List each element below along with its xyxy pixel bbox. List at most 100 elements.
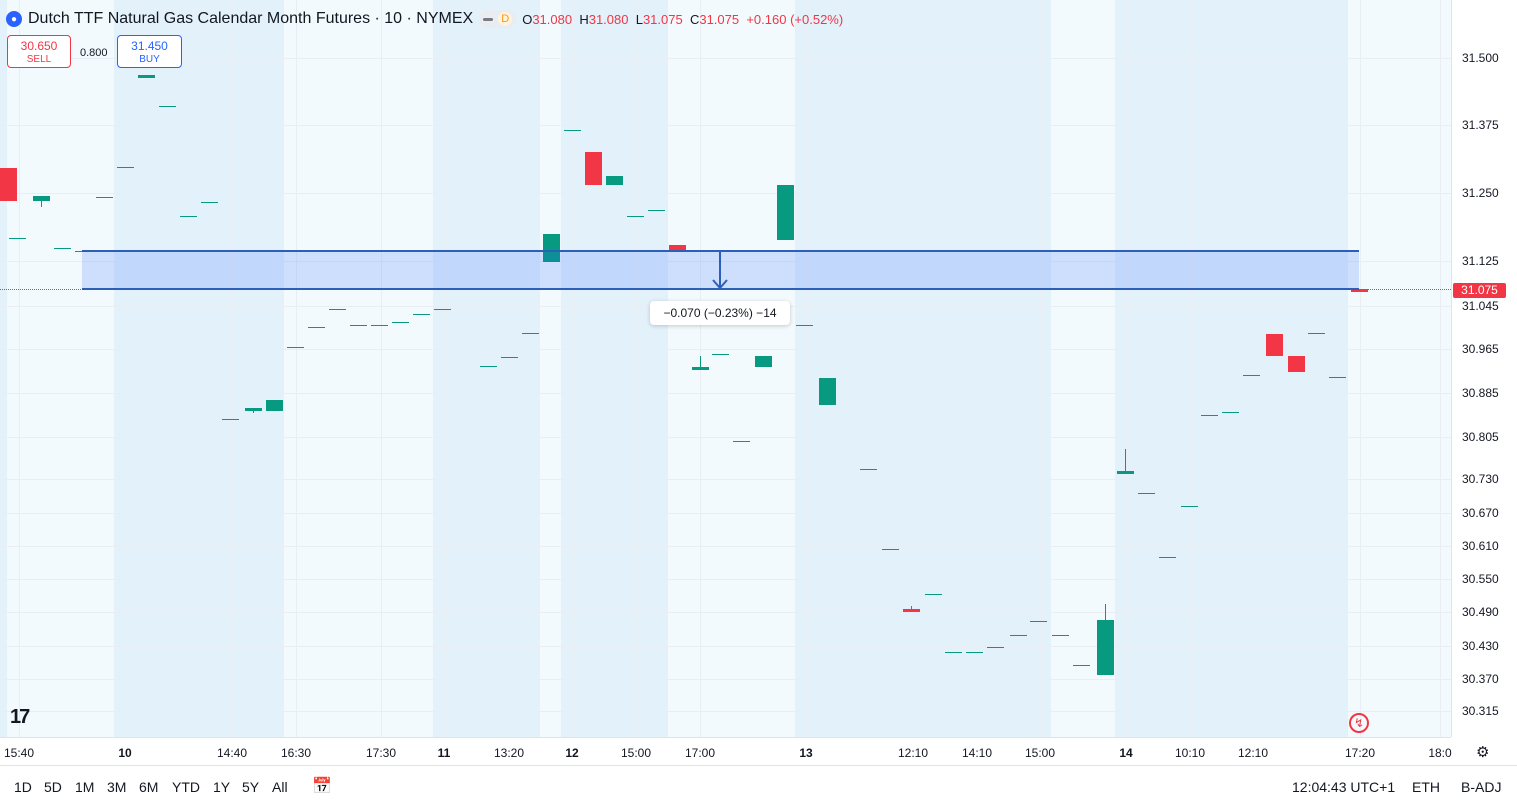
grid-line [572,0,573,737]
grid-line [0,546,1451,547]
price-scale[interactable]: 31.500 31.375 31.250 31.125 31.045 30.965 30.8… [1451,0,1517,737]
chart-pane[interactable]: −0.070 (−0.23%) −14 ● Dutch TTF Natural … [0,0,1451,737]
range-button-1y[interactable]: 1Y [213,779,231,795]
buy-label: BUY [139,54,160,65]
sell-button[interactable]: 30.650 SELL [7,35,71,68]
flat-bar [1201,415,1218,416]
symbol-title[interactable]: Dutch TTF Natural Gas Calendar Month Fut… [28,10,474,27]
price-tick: 30.885 [1462,386,1499,400]
time-tick: 17:20 [1344,746,1376,760]
adjustment-toggle[interactable]: B-ADJ [1461,779,1502,795]
legend-header: ● Dutch TTF Natural Gas Calendar Month F… [6,8,843,30]
calendar-goto-icon[interactable]: 📅 [312,778,332,795]
flat-bar [987,647,1004,648]
flat-bar [945,652,962,653]
grid-line [0,646,1451,647]
candle-body [1117,471,1134,475]
flat-bar [434,309,451,310]
price-tick: 30.370 [1462,672,1499,686]
grid-line [125,0,126,737]
time-scale[interactable]: 15:40 10 14:40 16:30 17:30 11 13:20 12 15:00 17:0… [0,737,1452,766]
grid-line [0,711,1451,712]
flat-bar [712,354,729,355]
candle-wick [1125,449,1126,472]
lightning-icon[interactable]: ↯ [1349,713,1369,733]
grid-line [1190,0,1191,737]
price-tick: 30.315 [1462,704,1499,718]
range-button-3m[interactable]: 3M [107,779,127,795]
flat-bar [350,325,367,326]
buy-button[interactable]: 31.450 BUY [117,35,182,68]
grid-line [444,0,445,737]
candle-body [266,399,283,411]
candle-wick [700,355,701,367]
grid-line [19,0,20,737]
grid-line [0,513,1451,514]
time-tick: 17:30 [365,746,397,760]
range-button-6m[interactable]: 6M [139,779,159,795]
grid-line [913,0,914,737]
session-band [0,0,7,737]
candle-body [0,168,17,202]
high-value: 31.080 [588,11,629,27]
candle-body [606,176,623,185]
range-button-ytd[interactable]: YTD [172,779,200,795]
spread-value: 0.800 [80,47,108,59]
grid-line [0,437,1451,438]
flat-bar [501,357,518,358]
grid-line [0,261,1451,262]
range-button-all[interactable]: All [272,779,288,795]
flat-bar [1030,621,1047,622]
range-button-1d[interactable]: 1D [14,779,32,795]
price-tick: 31.125 [1462,254,1499,268]
flat-bar [796,325,813,326]
flat-bar [96,197,113,198]
candle-body [33,195,50,202]
clock-readout[interactable]: 12:04:43 UTC+1 [1292,779,1396,795]
flat-bar [201,202,218,203]
candle-body [755,355,772,367]
grid-line [296,0,297,737]
time-tick: 11 [437,746,451,760]
flat-bar [222,419,239,420]
flat-bar [1138,493,1155,494]
grid-line [0,679,1451,680]
settings-icon[interactable]: ⚙ [1476,744,1490,761]
flat-bar [522,333,539,334]
time-tick: 13:20 [493,746,525,760]
tradingview-logo[interactable]: 17 [10,706,30,728]
price-range-measure[interactable] [82,250,1359,290]
grid-line [0,125,1451,126]
candle-body [1288,355,1305,373]
range-button-1m[interactable]: 1M [75,779,95,795]
grid-line [1440,0,1441,737]
flat-bar [882,549,899,550]
grid-line [636,0,637,737]
low-label: L [635,11,643,27]
grid-line [0,479,1451,480]
range-button-5y[interactable]: 5Y [242,779,260,795]
time-tick: 12:10 [897,746,929,760]
candle-body [245,407,262,411]
time-tick: 15:40 [3,746,35,760]
flat-bar [1073,665,1090,666]
flat-bar [308,327,325,328]
flat-bar [180,216,197,217]
candle-wick [911,606,912,610]
last-price-label: 31.075 [1453,283,1506,298]
range-button-5d[interactable]: 5D [44,779,62,795]
flat-bar [564,130,581,131]
grid-line [1040,0,1041,737]
flat-bar [648,210,665,211]
open-value: 31.080 [532,11,573,27]
candle-body [669,245,686,251]
status-pill[interactable]: D [479,10,517,28]
time-tick: 12:10 [1237,746,1269,760]
flat-bar [1010,635,1027,636]
candle-body [777,184,794,240]
candle-body [1097,620,1114,676]
grid-line [1253,0,1254,737]
flat-bar [1222,412,1239,413]
session-toggle[interactable]: ETH [1412,779,1440,795]
low-value: 31.075 [642,11,683,27]
